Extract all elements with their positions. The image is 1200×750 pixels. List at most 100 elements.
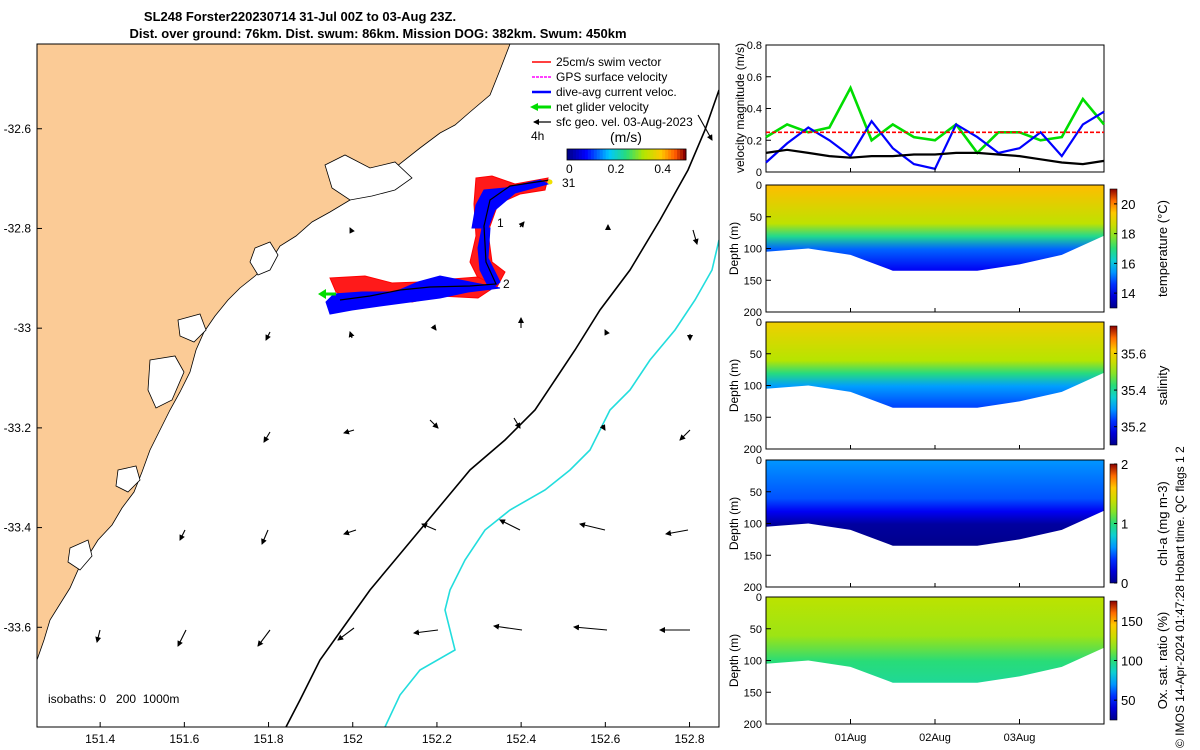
speed-colorbar-segment — [662, 149, 666, 160]
section-colorbar-label: salinity — [1155, 365, 1170, 405]
speed-colorbar-segment — [623, 149, 627, 160]
section-colorbar — [1109, 325, 1118, 446]
section-colorbar-label: Ox. sat. ratio (%) — [1155, 612, 1170, 710]
speed-colorbar-tick: 0 — [566, 162, 573, 176]
net-glider-arrow — [318, 289, 336, 299]
speed-colorbar-segment — [614, 149, 619, 160]
section-y-tick-label: 50 — [750, 624, 762, 636]
speed-colorbar-segment — [575, 149, 580, 160]
map-x-tick-label: 152.8 — [675, 732, 705, 746]
section-y-tick-label: 0 — [756, 317, 762, 329]
speed-colorbar-segment — [578, 149, 583, 160]
section-colorbar-tick-label: 35.2 — [1121, 420, 1146, 435]
chla-section: 0 50 100 150 200 Depth (m) 2 1 0 chl-a (mg m-3) — [727, 455, 1170, 594]
map-x-tick-label: 151.6 — [169, 732, 199, 746]
speed-colorbar-segment — [611, 149, 616, 160]
speed-colorbar-segment — [581, 149, 586, 160]
speed-colorbar-segment — [683, 149, 687, 160]
map-x-tick-label: 152.4 — [506, 732, 536, 746]
speed-colorbar-segment — [680, 149, 684, 160]
legend-label-sfc-geo: sfc geo. vel. 03-Aug-2023 — [556, 115, 693, 129]
section-x-tick-label: 03Aug — [1004, 732, 1036, 744]
map-y-tick-label: -32.8 — [4, 221, 32, 235]
speed-colorbar-segment — [647, 149, 651, 160]
section-colorbar-tick-label: 14 — [1121, 286, 1135, 301]
map-y-tick-label: -32.6 — [4, 122, 32, 136]
speed-colorbar-segment — [602, 149, 607, 160]
speed-colorbar-title: (m/s) — [610, 129, 642, 145]
speed-colorbar-segment — [569, 149, 574, 160]
section-y-tick-label: 50 — [750, 349, 762, 361]
map-x-tick-label: 151.8 — [254, 732, 284, 746]
section-y-tick-label: 150 — [744, 550, 762, 562]
speed-colorbar-segment — [638, 149, 642, 160]
section-colorbar — [1109, 188, 1118, 309]
section-y-tick-label: 150 — [744, 275, 762, 287]
section-ylabel: Depth (m) — [727, 634, 741, 687]
day-label-31: 31 — [562, 176, 576, 190]
section-y-tick-label: 100 — [744, 519, 762, 531]
section-x-tick-label: 01Aug — [835, 732, 867, 744]
speed-colorbar-frame — [566, 148, 687, 161]
estuary-lake-3 — [147, 355, 185, 409]
speed-colorbar-segment — [668, 149, 672, 160]
salinity-section: 0 50 100 150 200 Depth (m) 35.6 35.4 35.2 salinit… — [727, 317, 1170, 456]
section-y-tick-label: 50 — [750, 487, 762, 499]
speed-colorbar-segment — [593, 149, 598, 160]
legend-label-net-glider: net glider velocity — [556, 100, 649, 114]
section-ylabel: Depth (m) — [727, 222, 741, 275]
velocity-y-tick-label: 0 — [756, 167, 762, 179]
isobath-1000 — [384, 239, 719, 727]
map-x-tick-label: 152.2 — [422, 732, 452, 746]
sfc-geo-arrows — [95, 114, 713, 647]
legend-swim-vector: 25cm/s swim vector — [532, 55, 661, 69]
speed-colorbar-segment — [572, 149, 577, 160]
section-y-tick-label: 100 — [744, 381, 762, 393]
speed-colorbar-segment — [644, 149, 648, 160]
velocity-frame — [765, 44, 1105, 173]
time-step-label: 4h — [531, 129, 544, 143]
speed-colorbar-segment — [653, 149, 657, 160]
speed-colorbar-tick: 0.4 — [654, 162, 671, 176]
section-data-area — [766, 597, 1104, 683]
isobaths-label: isobaths: 0 200 1000m — [48, 692, 179, 706]
map-x-tick-label: 151.4 — [85, 732, 115, 746]
estuary-lake-5 — [67, 539, 93, 571]
legend-net-glider: net glider velocity — [530, 100, 649, 114]
section-colorbar-tick-label: 150 — [1121, 614, 1143, 629]
section-colorbar-tick-label: 20 — [1121, 197, 1135, 212]
section-y-tick-label: 200 — [744, 719, 762, 731]
map-frame — [36, 43, 720, 728]
section-y-tick-label: 100 — [744, 244, 762, 256]
map-y-tick-label: -33.2 — [4, 421, 32, 435]
day-label-2: 2 — [503, 277, 510, 291]
map-x-axis: 151.4 151.6 151.8 152 152.2 152.4 152.6 152.8 — [85, 722, 705, 746]
estuary-lake-4 — [115, 465, 141, 493]
map-y-tick-label: -33 — [14, 321, 32, 335]
chart-title-line2: Dist. over ground: 76km. Dist. swum: 86k… — [129, 26, 627, 41]
section-y-tick-label: 100 — [744, 656, 762, 668]
estuary-lake-2 — [177, 313, 207, 343]
map-x-tick-label: 152 — [343, 732, 363, 746]
speed-colorbar-segment — [617, 149, 622, 160]
speed-colorbar-segment — [629, 149, 633, 160]
section-colorbar-tick-label: 0 — [1121, 576, 1128, 591]
map-y-axis: -32.6 -32.8 -33 -33.2 -33.4 -33.6 — [4, 122, 42, 634]
section-colorbar-tick-label: 2 — [1121, 457, 1128, 472]
section-y-tick-label: 50 — [750, 212, 762, 224]
credit-text: © IMOS 14-Apr-2024 01:47:28 Hobart time.… — [1173, 446, 1187, 748]
map-legend: 25cm/s swim vector GPS surface velocity … — [530, 55, 693, 176]
velocity-y-tick-label: 0.2 — [747, 135, 762, 147]
map-y-tick-label: -33.4 — [4, 521, 32, 535]
section-colorbar-tick-label: 100 — [1121, 654, 1143, 669]
speed-colorbar-tick: 0.2 — [608, 162, 625, 176]
speed-colorbar-segment — [650, 149, 654, 160]
legend-gps-velocity: GPS surface velocity — [532, 70, 667, 84]
speed-colorbar-segment — [605, 149, 610, 160]
legend-label-gps-velocity: GPS surface velocity — [556, 70, 667, 84]
section-colorbar-tick-label: 50 — [1121, 693, 1135, 708]
section-data-area — [766, 460, 1104, 546]
velocity-y-tick-label: 0.4 — [747, 104, 762, 116]
